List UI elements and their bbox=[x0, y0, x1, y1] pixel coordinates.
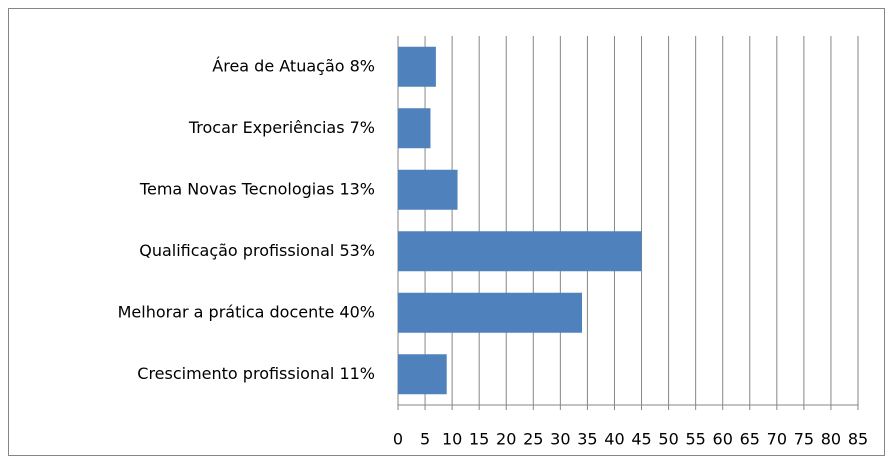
x-tick-label: 70 bbox=[767, 430, 787, 449]
bar bbox=[398, 354, 447, 395]
x-tick-label: 35 bbox=[577, 430, 597, 449]
x-tick-label: 55 bbox=[685, 430, 705, 449]
x-tick-label: 45 bbox=[631, 430, 651, 449]
x-tick-label: 80 bbox=[821, 430, 841, 449]
x-tick-label: 10 bbox=[442, 430, 462, 449]
x-tick-label: 40 bbox=[604, 430, 624, 449]
x-tick-label: 50 bbox=[658, 430, 678, 449]
x-tick-label: 75 bbox=[794, 430, 814, 449]
x-tick-label: 25 bbox=[523, 430, 543, 449]
x-tick-label: 85 bbox=[848, 430, 868, 449]
x-tick-label: 65 bbox=[740, 430, 760, 449]
y-tick-label: Melhorar a prática docente 40% bbox=[118, 302, 375, 321]
x-tick-label: 60 bbox=[713, 430, 733, 449]
y-tick-label: Crescimento profissional 11% bbox=[137, 364, 375, 383]
x-tick-label: 0 bbox=[393, 430, 403, 449]
bar bbox=[398, 231, 642, 272]
y-tick-label: Área de Atuação 8% bbox=[212, 56, 375, 75]
bar bbox=[398, 292, 582, 333]
x-tick-label: 15 bbox=[469, 430, 489, 449]
x-tick-label: 20 bbox=[496, 430, 516, 449]
bar bbox=[398, 46, 436, 87]
bar bbox=[398, 169, 458, 210]
x-tick-label: 5 bbox=[420, 430, 430, 449]
bar bbox=[398, 108, 431, 149]
y-tick-label: Qualificação profissional 53% bbox=[139, 241, 375, 260]
y-tick-label: Trocar Experiências 7% bbox=[188, 118, 375, 137]
x-tick-label: 30 bbox=[550, 430, 570, 449]
y-tick-label: Tema Novas Tecnologias 13% bbox=[139, 179, 375, 198]
